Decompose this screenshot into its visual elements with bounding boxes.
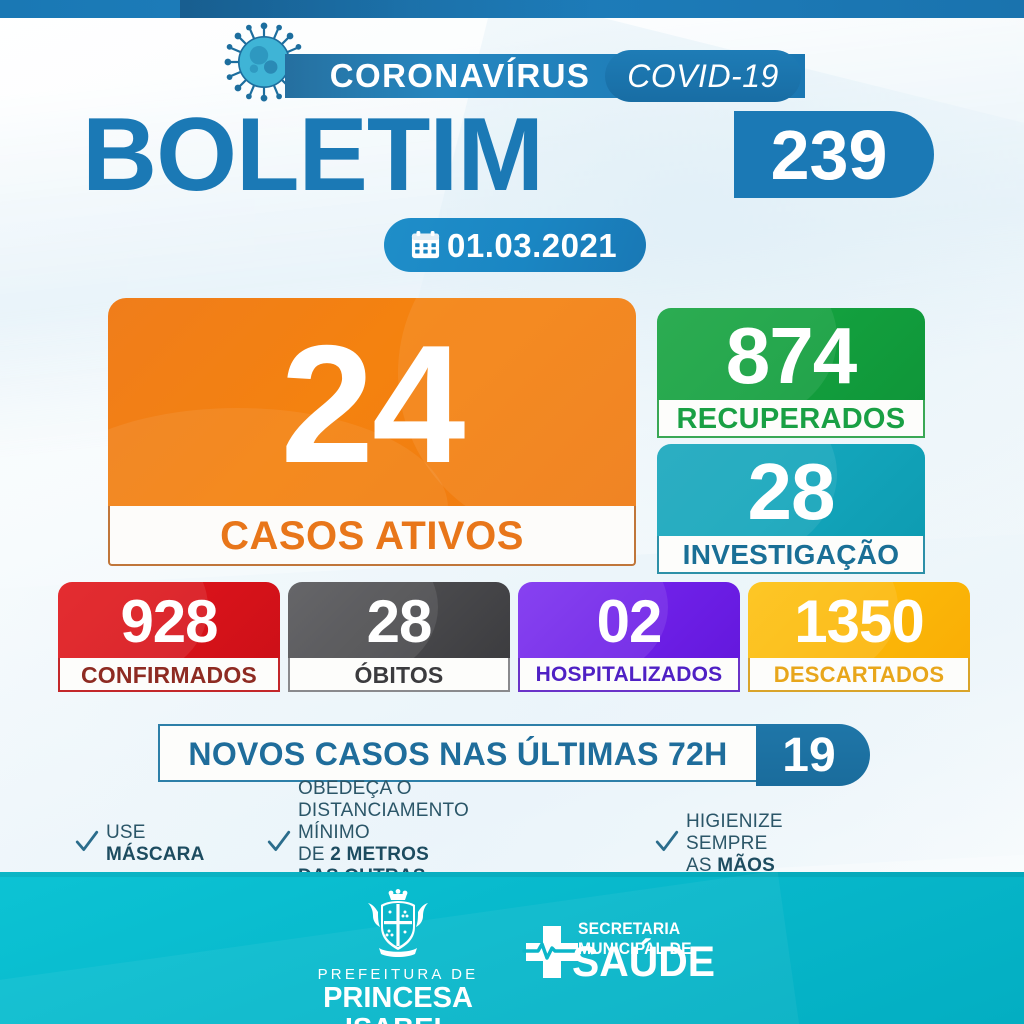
card-color-block: [288, 582, 510, 660]
prevention-tip-text: USE MÁSCARA: [106, 818, 205, 870]
tip-plain: USE: [106, 822, 146, 843]
recovered-label: RECUPERADOS: [657, 400, 925, 438]
active-cases-label: CASOS ATIVOS: [108, 506, 636, 566]
stat-card-discarded: 1350 DESCARTADOS: [748, 582, 970, 692]
footer-divider: [0, 872, 1024, 877]
top-accent-strip: [0, 0, 1024, 18]
new-cases-value: 19: [782, 729, 836, 782]
stat-card-investigation: 28 INVESTIGAÇÃO: [657, 444, 925, 574]
covid-label: COVID-19: [627, 58, 779, 94]
card-color-block: [518, 582, 740, 660]
hospitalized-label: HOSPITALIZADOS: [518, 658, 740, 692]
confirmed-label: CONFIRMADOS: [58, 658, 280, 692]
coronavirus-label: CORONAVÍRUS: [329, 57, 591, 94]
active-cases-value: 24: [280, 310, 466, 498]
top-strip-texture: [180, 0, 600, 18]
recovered-value: 874: [725, 311, 857, 400]
footer-band: [0, 872, 1024, 1024]
check-icon: [75, 830, 99, 851]
secretaria-line2: SAÚDE: [572, 938, 716, 986]
prevention-tips-row: USE MÁSCARA OBEDEÇA O DISTANCIAMENTO MÍN…: [0, 778, 1024, 909]
coat-of-arms-icon: [368, 889, 428, 957]
card-gloss: [398, 298, 636, 508]
prevention-tip-text: OBEDEÇA O DISTANCIAMENTO MÍNIMO DE 2 MET…: [298, 778, 469, 909]
card-color-block: [748, 582, 970, 660]
card-color-block: [58, 582, 280, 660]
prevention-tip-text: HIGIENIZE SEMPRE AS MÃOS: [686, 811, 783, 876]
card-gloss: [748, 582, 898, 660]
card-gloss: [288, 582, 438, 660]
investigation-value: 28: [747, 447, 836, 536]
card-color-block: [657, 308, 925, 402]
card-gloss: [518, 582, 668, 660]
stat-card-active-cases: 24 CASOS ATIVOS: [108, 298, 636, 566]
card-gloss: [657, 444, 837, 538]
prefeitura-logo-block: PREFEITURA DE PRINCESA ISABEL Prefeitura…: [292, 888, 504, 1024]
deaths-label: ÓBITOS: [288, 658, 510, 692]
tip-bold: MÃOS: [717, 855, 776, 876]
prefeitura-small-label: PREFEITURA DE: [317, 966, 479, 983]
check-icon: [655, 830, 679, 851]
card-gloss: [657, 308, 837, 402]
bulletin-number: 239: [770, 116, 888, 194]
prefeitura-name: PRINCESA ISABEL: [323, 982, 473, 1024]
new-cases-strip: [158, 724, 758, 782]
deaths-value: 28: [366, 588, 433, 655]
card-color-block: [657, 444, 925, 538]
tip-plain: OBEDEÇA O DISTANCIAMENTO MÍNIMO: [298, 778, 469, 843]
discarded-label: DESCARTADOS: [748, 658, 970, 692]
card-gloss: [58, 582, 208, 660]
calendar-icon: [411, 230, 440, 259]
confirmed-value: 928: [120, 588, 218, 655]
bar-texture: [285, 54, 445, 98]
tip-plain: HIGIENIZE SEMPRE AS: [686, 811, 783, 876]
stat-card-hospitalized: 02 HOSPITALIZADOS: [518, 582, 740, 692]
coronavirus-header-row: CORONAVÍRUS COVID-19: [0, 22, 1024, 102]
discarded-value: 1350: [794, 588, 924, 655]
medical-cross-icon: [522, 926, 582, 978]
stat-card-confirmed: 928 CONFIRMADOS: [58, 582, 280, 692]
bulletin-title: BOLETIM: [82, 97, 544, 213]
hospitalized-value: 02: [596, 588, 663, 655]
new-cases-badge: [756, 724, 870, 786]
new-cases-label: NOVOS CASOS NAS ÚLTIMAS 72H: [188, 736, 728, 772]
card-color-block: [108, 298, 636, 508]
new-cases-banner: NOVOS CASOS NAS ÚLTIMAS 72H 19: [158, 724, 870, 786]
bulletin-number-badge: [734, 111, 934, 198]
check-icon: [267, 830, 291, 851]
secretaria-line1: SECRETARIA MUNICIPAL DE: [578, 919, 692, 958]
tip-plain: DE: [298, 844, 331, 865]
bulletin-date: 01.03.2021: [447, 227, 618, 264]
investigation-label: INVESTIGAÇÃO: [657, 536, 925, 574]
covid-pill: [605, 50, 801, 102]
tip-bold: MÁSCARA: [106, 844, 205, 865]
stat-card-deaths: 28 ÓBITOS: [288, 582, 510, 692]
stat-card-recovered: 874 RECUPERADOS: [657, 308, 925, 438]
